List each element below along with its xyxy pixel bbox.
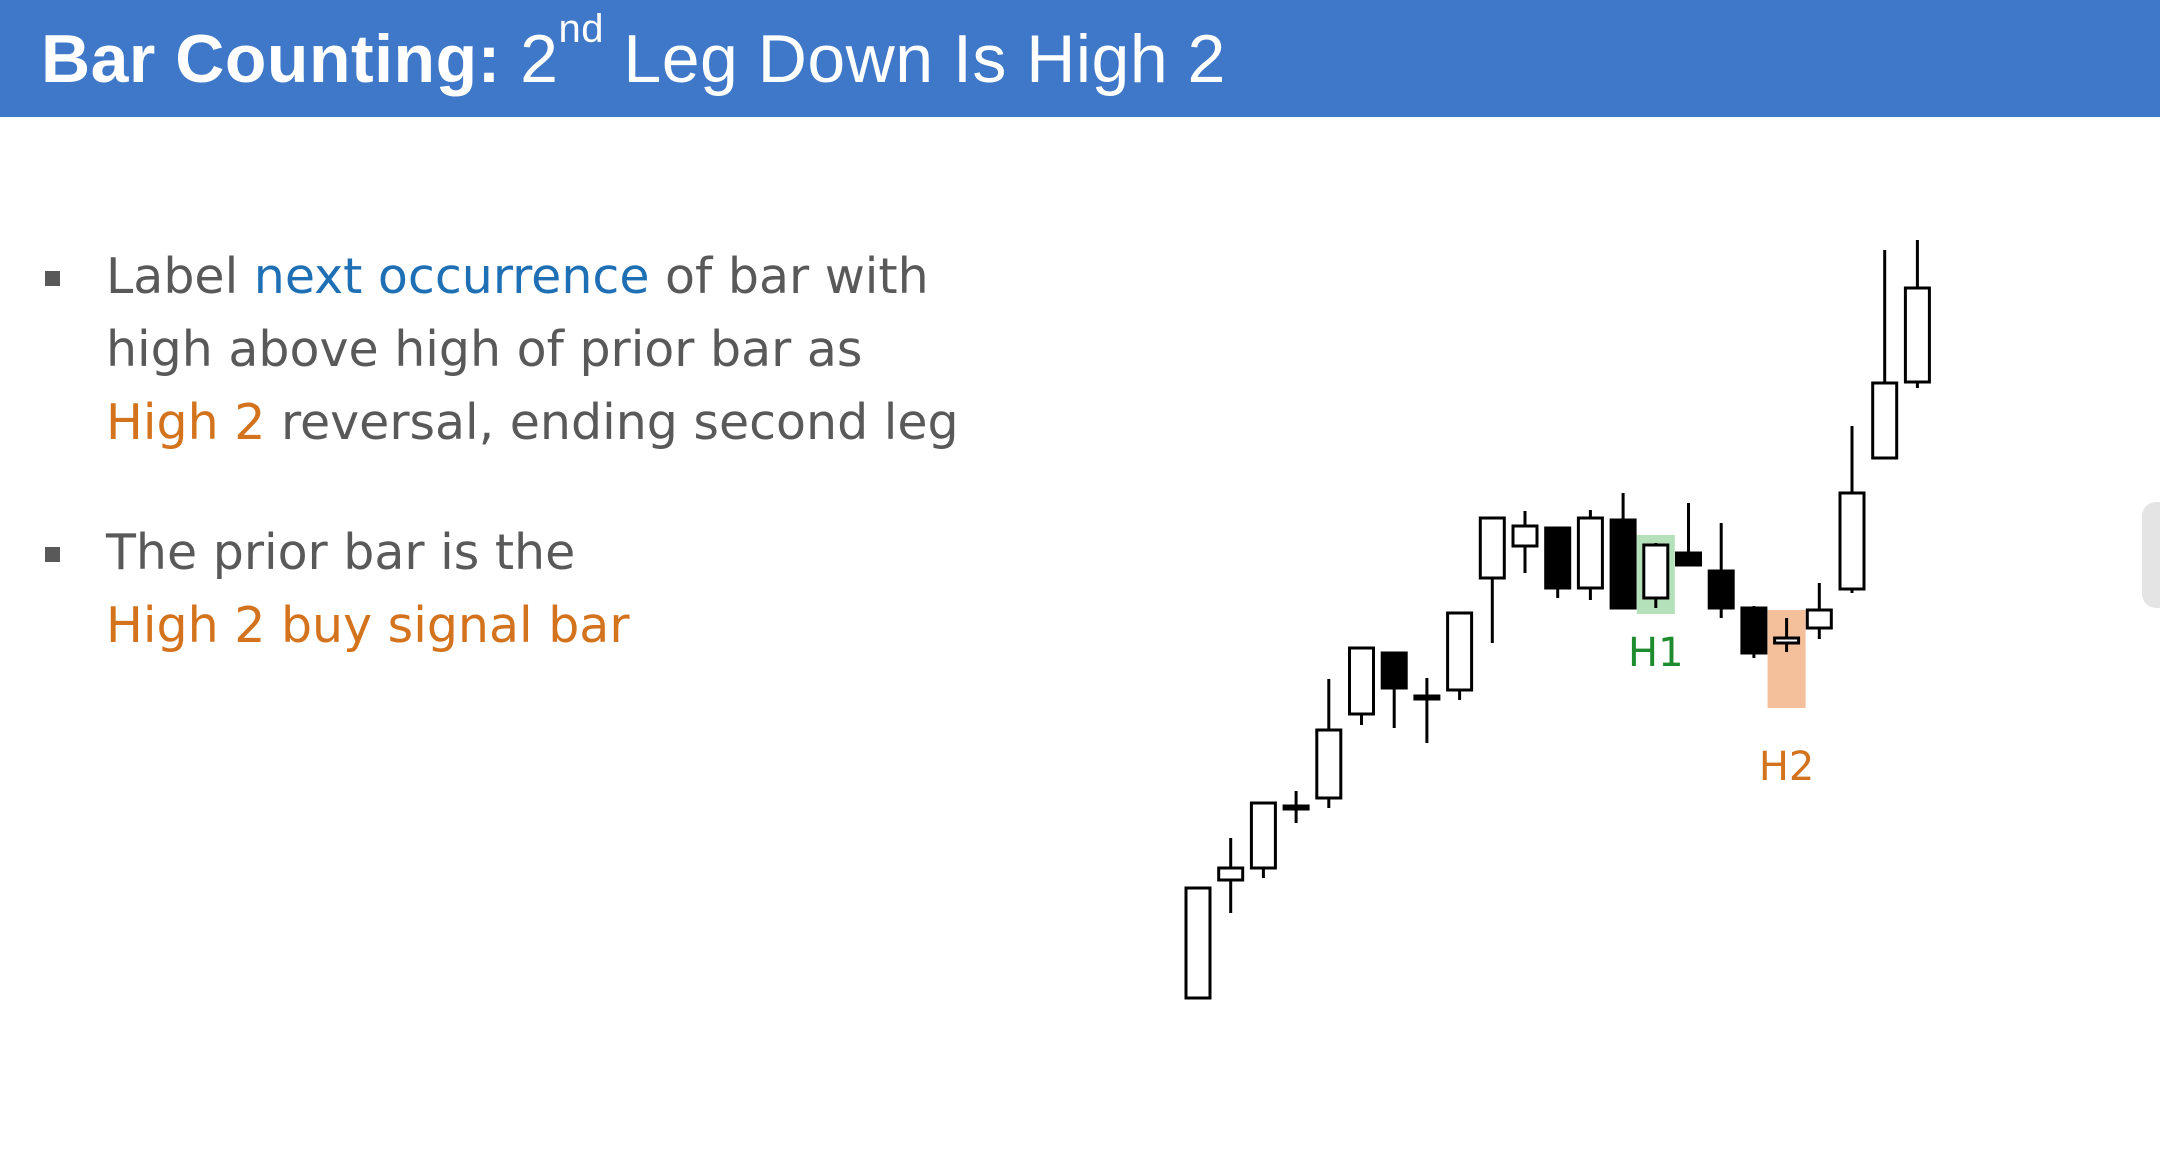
candle-body: [1348, 646, 1375, 716]
bullet-1-highlight: next occurrence: [253, 248, 650, 305]
slide-title: Bar Counting: 2nd Leg Down Is High 2: [41, 9, 1226, 103]
bullet-2-pre: The prior bar is the: [106, 524, 576, 581]
candle-body: [1576, 516, 1604, 590]
candle-body: [1903, 286, 1931, 384]
candle-body: [1773, 636, 1801, 645]
candle-body: [1544, 526, 1572, 590]
annotation-label-h2: H2: [1759, 744, 1815, 790]
side-panel-handle[interactable]: [2142, 502, 2160, 608]
candle-body: [1511, 524, 1539, 548]
candle-body: [1609, 518, 1637, 610]
candle-body: [1413, 694, 1441, 701]
bullet-1-post: reversal, ending second leg: [280, 394, 959, 451]
candle-body: [1217, 866, 1245, 882]
bullet-item-1: Label next occurrence of bar with high a…: [40, 240, 1040, 459]
title-superscript: nd: [558, 7, 604, 51]
candle-body: [1740, 606, 1768, 655]
bullet-1-mid: of bar with high above high of prior bar…: [106, 248, 929, 378]
candle-body: [1838, 491, 1866, 591]
candle-body: [1249, 801, 1277, 870]
candle-body: [1478, 516, 1506, 580]
candle-body: [1380, 651, 1408, 690]
annotation-label-h1: H1: [1628, 630, 1684, 676]
candle-body: [1184, 886, 1212, 1000]
bullet-square-icon: [45, 271, 60, 286]
bullet-1-orange: High 2: [106, 394, 266, 451]
candle-body: [1871, 381, 1899, 460]
bullet-item-2: The prior bar is the High 2 buy signal b…: [40, 516, 1040, 662]
candle-body: [1446, 611, 1474, 692]
bullet-square-icon: [45, 547, 60, 562]
bullet-2-orange: High 2 buy signal bar: [106, 597, 630, 654]
candle-body: [1315, 728, 1343, 800]
candle-body: [1675, 551, 1702, 567]
title-bold-part: Bar Counting:: [41, 21, 501, 97]
title-bar: Bar Counting: 2nd Leg Down Is High 2: [0, 0, 2160, 117]
title-rest: Leg Down Is High 2: [623, 21, 1226, 97]
candle-body: [1282, 804, 1310, 811]
candle-body: [1805, 608, 1833, 630]
bullet-1-pre: Label: [106, 248, 239, 305]
candle-body: [1707, 569, 1735, 610]
title-ordinal: 2: [520, 21, 559, 97]
bullet-list: Label next occurrence of bar with high a…: [40, 240, 1040, 719]
candle-body: [1642, 543, 1670, 600]
